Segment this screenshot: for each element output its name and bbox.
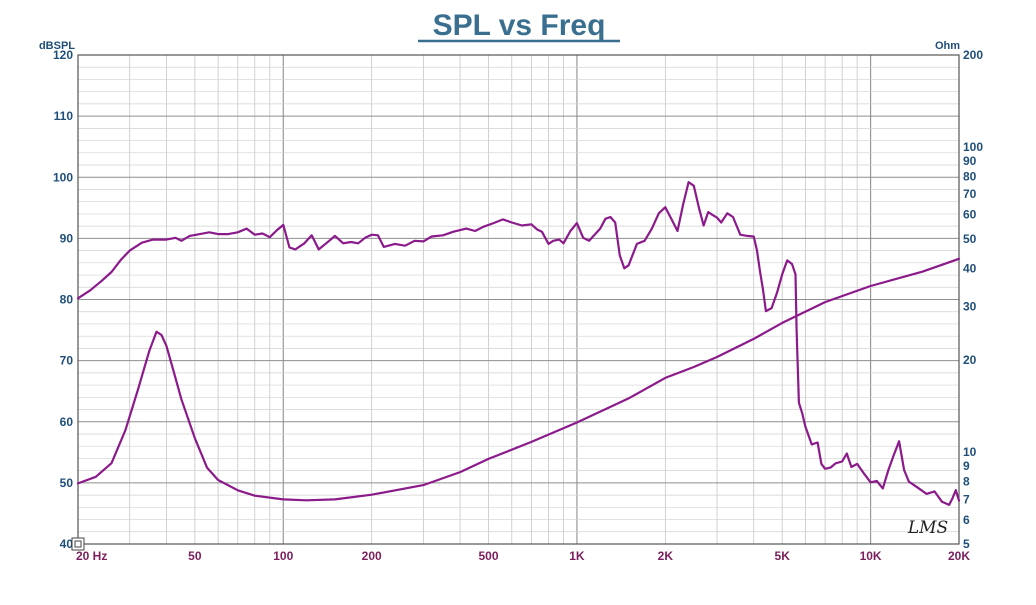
y-right-tick-label: 100 — [963, 140, 983, 154]
y-right-tick-label: 90 — [963, 154, 977, 168]
y-right-tick-label: 7 — [963, 492, 970, 506]
series-layer — [76, 181, 961, 506]
y-right-tick-label: 5 — [963, 537, 970, 551]
chart-title: SPL vs Freq — [433, 9, 606, 42]
x-tick-label: 1K — [569, 549, 585, 563]
x-tick-label: 500 — [479, 549, 499, 563]
x-tick-label: 2K — [658, 549, 674, 563]
y-right-tick-label: 8 — [963, 475, 970, 489]
y-left-tick-label: 80 — [60, 293, 74, 307]
y-left-tick-label: 110 — [54, 109, 74, 123]
y-right-tick-label: 6 — [963, 513, 970, 527]
y-left-tick-label: 60 — [60, 415, 74, 429]
x-tick-label: 100 — [273, 549, 293, 563]
series-line-spl — [76, 181, 961, 506]
y-left-tick-label: 100 — [53, 170, 73, 184]
y-right-tick-label: 70 — [963, 187, 977, 201]
y-right-tick-label: 50 — [963, 232, 977, 246]
y-left-tick-label: 90 — [60, 231, 74, 245]
x-tick-label: 10K — [860, 549, 882, 563]
x-tick-label: 50 — [188, 549, 202, 563]
y-right-tick-label: 20 — [963, 353, 977, 367]
y-right-axis-label: Ohm — [935, 40, 960, 52]
x-tick-label: 20 Hz — [76, 549, 107, 563]
x-tick-label: 5K — [775, 549, 791, 563]
y-right-tick-label: 9 — [963, 459, 970, 473]
tick-labels: 20 Hz 50 100 200 500 1K 2K 5K 10K 20K405060708090… — [53, 48, 983, 563]
y-right-tick-label: 30 — [963, 299, 977, 313]
y-left-tick-label: 70 — [60, 354, 74, 368]
y-right-tick-label: 60 — [963, 208, 977, 222]
grid — [78, 55, 959, 544]
y-right-tick-label: 10 — [963, 445, 977, 459]
y-right-tick-label: 200 — [963, 48, 983, 62]
series-line-impedance — [76, 257, 961, 502]
y-right-tick-label: 80 — [963, 169, 977, 183]
signature-lms: LMS — [907, 518, 948, 538]
y-right-tick-label: 40 — [963, 261, 977, 275]
corner-marker-icon — [71, 537, 85, 551]
y-left-tick-label: 40 — [60, 537, 74, 551]
y-left-tick-label: 50 — [60, 476, 74, 490]
x-tick-label: 20K — [948, 549, 970, 563]
x-tick-label: 200 — [362, 549, 382, 563]
y-left-axis-label: dBSPL — [39, 40, 75, 52]
plot-frame — [77, 54, 960, 545]
y-left-tick-label: 120 — [53, 48, 73, 62]
